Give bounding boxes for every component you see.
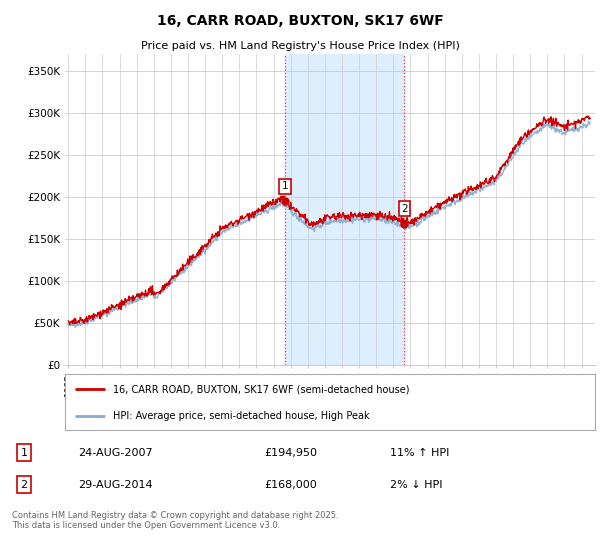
Text: 16, CARR ROAD, BUXTON, SK17 6WF: 16, CARR ROAD, BUXTON, SK17 6WF: [157, 14, 443, 28]
Bar: [284, 54, 404, 365]
Text: 24-AUG-2007: 24-AUG-2007: [78, 447, 152, 458]
Text: 2: 2: [20, 480, 28, 490]
Text: Price paid vs. HM Land Registry's House Price Index (HPI): Price paid vs. HM Land Registry's House …: [140, 41, 460, 51]
Text: HPI: Average price, semi-detached house, High Peak: HPI: Average price, semi-detached house,…: [113, 410, 369, 421]
Text: 1: 1: [281, 181, 288, 192]
Text: £194,950: £194,950: [264, 447, 317, 458]
Text: 11% ↑ HPI: 11% ↑ HPI: [390, 447, 449, 458]
Text: 2: 2: [401, 204, 408, 214]
Text: 16, CARR ROAD, BUXTON, SK17 6WF (semi-detached house): 16, CARR ROAD, BUXTON, SK17 6WF (semi-de…: [113, 384, 409, 394]
Text: 29-AUG-2014: 29-AUG-2014: [78, 480, 152, 490]
Text: 2% ↓ HPI: 2% ↓ HPI: [390, 480, 443, 490]
Text: Contains HM Land Registry data © Crown copyright and database right 2025.
This d: Contains HM Land Registry data © Crown c…: [12, 511, 338, 530]
Text: 1: 1: [20, 447, 28, 458]
Text: £168,000: £168,000: [264, 480, 317, 490]
